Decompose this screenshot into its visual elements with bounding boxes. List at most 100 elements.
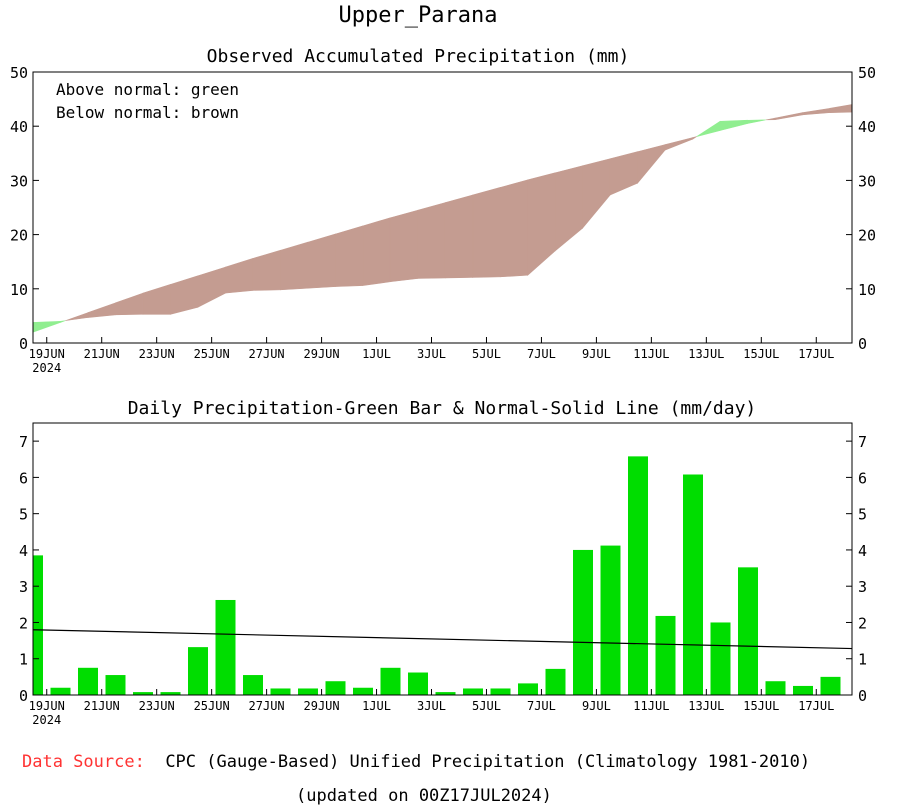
below-normal-area	[444, 194, 474, 279]
below-normal-area	[307, 233, 336, 289]
below-normal-area	[802, 107, 831, 116]
y-tick-label-right: 50	[858, 64, 876, 82]
y-tick-label-right: 10	[858, 281, 876, 299]
y-tick-label-right: 5	[858, 506, 867, 524]
x-tick-label: 5JUL	[472, 699, 501, 713]
accumulated-chart-title: Observed Accumulated Precipitation (mm)	[207, 46, 630, 67]
daily-bar	[765, 681, 786, 695]
y-tick-label-left: 50	[10, 64, 28, 82]
data-source-label: Data Source:	[22, 752, 145, 772]
x-tick-label: 23JUN	[139, 347, 175, 361]
x-tick-label: 23JUN	[139, 699, 175, 713]
daily-bar	[435, 692, 456, 695]
below-normal-area	[335, 225, 364, 287]
below-normal-area	[225, 258, 254, 294]
y-tick-label-left: 6	[19, 469, 28, 487]
daily-bar	[243, 675, 263, 695]
daily-bar	[710, 622, 731, 695]
legend-note-above: Above normal: green	[56, 80, 239, 99]
below-normal-area	[472, 187, 501, 278]
x-tick-label: 25JUN	[194, 347, 230, 361]
daily-bar	[50, 687, 71, 695]
daily-bar	[325, 681, 346, 695]
below-normal-area	[170, 275, 199, 315]
data-source-text: CPC (Gauge-Based) Unified Precipitation …	[165, 752, 811, 772]
below-normal-area	[499, 179, 528, 278]
y-tick-label-left: 30	[10, 172, 28, 190]
y-tick-label-right: 0	[858, 687, 867, 705]
daily-bar	[793, 685, 813, 695]
daily-bar	[160, 692, 181, 695]
below-normal-area	[362, 217, 391, 286]
x-tick-label: 17JUL	[798, 699, 834, 713]
below-normal-area	[197, 266, 226, 308]
x-tick-label: 29JUN	[304, 699, 340, 713]
y-tick-label-left: 0	[19, 335, 28, 353]
y-tick-label-left: 4	[19, 542, 28, 560]
y-tick-label-right: 30	[858, 172, 876, 190]
below-normal-area	[637, 144, 666, 184]
y-tick-label-left: 2	[19, 614, 28, 632]
daily-bar	[628, 456, 648, 695]
x-tick-label: 19JUN	[29, 347, 65, 361]
above-normal-area	[747, 119, 766, 124]
above-normal-area	[696, 120, 721, 137]
below-normal-area	[554, 165, 583, 252]
daily-precip-panel: Daily Precipitation-Green Bar & Normal-S…	[19, 398, 867, 727]
x-tick-label: 7JUL	[527, 699, 556, 713]
daily-bar	[380, 667, 401, 695]
above-normal-area	[60, 320, 66, 323]
plot-frame	[32, 71, 853, 344]
daily-bar	[490, 688, 511, 695]
below-normal-area	[774, 112, 803, 121]
y-tick-label-right: 4	[858, 542, 867, 560]
daily-bar	[353, 687, 373, 695]
page-title: Upper_Parana	[339, 3, 498, 28]
y-tick-label-right: 6	[858, 469, 867, 487]
below-normal-area	[582, 158, 611, 229]
y-tick-label-right: 0	[858, 335, 867, 353]
daily-bar	[133, 692, 153, 695]
y-tick-label-right: 1	[858, 651, 867, 669]
below-normal-area	[664, 137, 693, 151]
y-tick-label-left: 1	[19, 651, 28, 669]
daily-bar	[545, 668, 566, 695]
daily-bar	[600, 545, 621, 695]
x-tick-label: 5JUL	[472, 347, 501, 361]
y-tick-label-left: 20	[10, 227, 28, 245]
daily-bar	[270, 688, 291, 695]
y-tick-label-left: 0	[19, 687, 28, 705]
x-tick-label: 9JUL	[582, 347, 611, 361]
daily-bar	[408, 672, 428, 695]
y-tick-label-right: 7	[858, 433, 867, 451]
x-tick-label: 9JUL	[582, 699, 611, 713]
y-tick-label-right: 40	[858, 118, 876, 136]
x-tick-label: 21JUN	[84, 699, 120, 713]
x-tick-label: 15JUL	[743, 699, 779, 713]
below-normal-area	[389, 209, 419, 283]
daily-bar	[188, 647, 208, 695]
plot-frame	[32, 422, 853, 696]
below-normal-area	[115, 292, 144, 316]
y-tick-label-right: 2	[858, 614, 867, 632]
y-tick-label-left: 40	[10, 118, 28, 136]
y-tick-label-left: 3	[19, 578, 28, 596]
below-normal-area	[692, 136, 697, 140]
x-tick-label: 15JUL	[743, 347, 779, 361]
x-tick-label: 7JUL	[527, 347, 556, 361]
below-normal-area	[87, 302, 116, 318]
x-tick-label: 13JUL	[688, 347, 724, 361]
below-normal-area	[829, 104, 853, 113]
data-source-line: Data Source: CPC (Gauge-Based) Unified P…	[22, 752, 922, 772]
y-tick-label-right: 3	[858, 578, 867, 596]
above-normal-area	[32, 321, 61, 333]
y-tick-label-left: 7	[19, 433, 28, 451]
x-tick-label: 3JUL	[417, 699, 446, 713]
x-tick-label: 3JUL	[417, 347, 446, 361]
x-tick-label: 1JUL	[362, 347, 391, 361]
daily-bar	[78, 667, 98, 695]
x-tick-label: 11JUL	[633, 347, 669, 361]
below-normal-area	[527, 172, 556, 276]
x-tick-label: 29JUN	[304, 347, 340, 361]
below-normal-area	[765, 117, 776, 121]
